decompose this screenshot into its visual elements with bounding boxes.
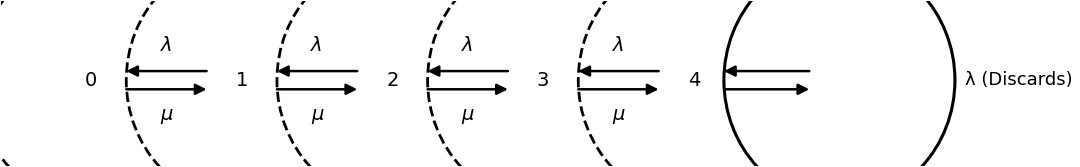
- Text: 0: 0: [85, 71, 97, 90]
- Text: 3: 3: [537, 71, 550, 90]
- Text: μ: μ: [160, 105, 173, 124]
- Text: 2: 2: [387, 71, 399, 90]
- Text: μ: μ: [612, 105, 624, 124]
- Text: 4: 4: [688, 71, 700, 90]
- Text: λ: λ: [612, 36, 624, 55]
- Text: μ: μ: [461, 105, 474, 124]
- Ellipse shape: [0, 0, 206, 167]
- Text: λ: λ: [161, 36, 172, 55]
- Text: 1: 1: [235, 71, 248, 90]
- Text: μ: μ: [311, 105, 323, 124]
- Ellipse shape: [276, 0, 508, 167]
- Ellipse shape: [126, 0, 357, 167]
- Ellipse shape: [724, 0, 955, 167]
- Ellipse shape: [578, 0, 809, 167]
- Text: λ: λ: [462, 36, 473, 55]
- Ellipse shape: [428, 0, 659, 167]
- Text: λ: λ: [311, 36, 323, 55]
- Text: λ (Discards): λ (Discards): [966, 71, 1072, 89]
